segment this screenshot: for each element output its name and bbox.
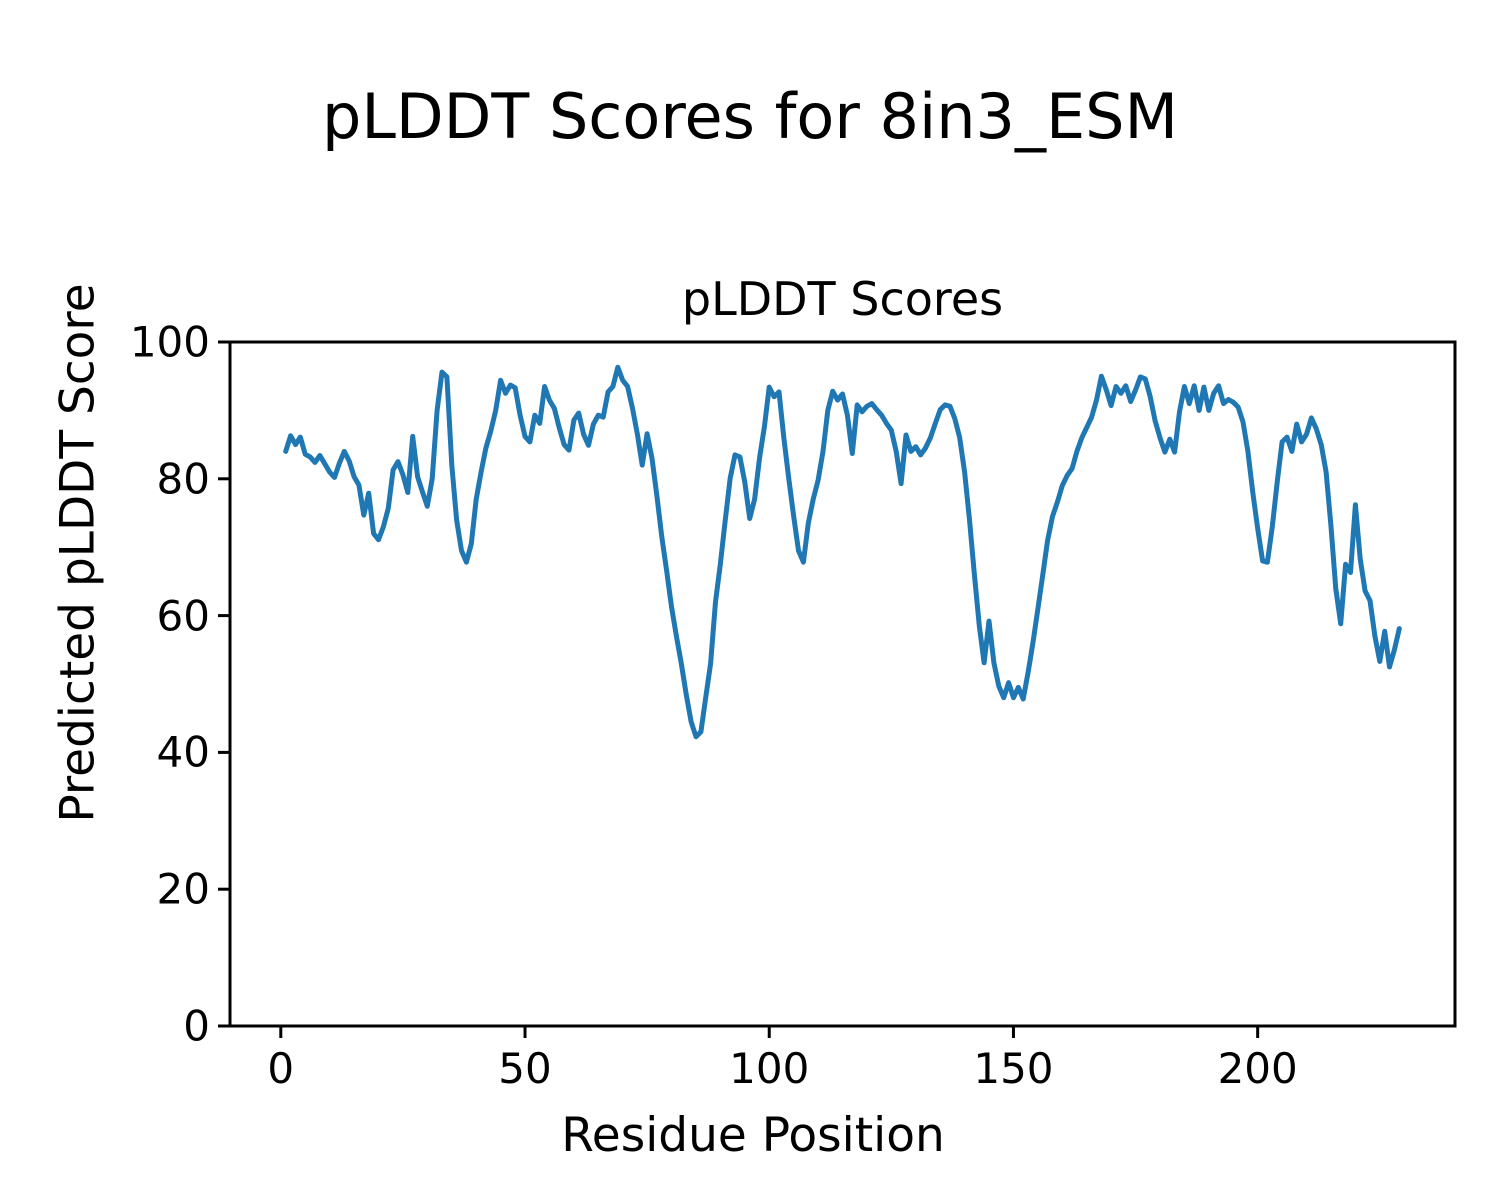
plddt-line — [283, 364, 1402, 740]
y-tick-label: 0 — [183, 1001, 210, 1051]
y-axis-label: Predicted pLDDT Score — [50, 283, 106, 823]
y-tick-label: 60 — [156, 591, 210, 641]
axes-title: pLDDT Scores — [681, 272, 1004, 326]
x-tick-label: 50 — [498, 1044, 552, 1093]
x-tick-label: 150 — [973, 1044, 1054, 1093]
x-tick-label: 100 — [729, 1044, 810, 1093]
x-axis-label: Residue Position — [561, 1108, 945, 1163]
plot-border — [228, 340, 1457, 1028]
y-tick-label: 100 — [129, 317, 210, 367]
x-tick-label: 200 — [1217, 1044, 1298, 1093]
y-tick-label: 40 — [156, 727, 210, 777]
y-tick-label: 80 — [156, 454, 210, 504]
figure-title: pLDDT Scores for 8in3_ESM — [321, 80, 1178, 153]
x-tick-label: 0 — [267, 1044, 295, 1093]
y-tick-label: 20 — [156, 864, 210, 914]
